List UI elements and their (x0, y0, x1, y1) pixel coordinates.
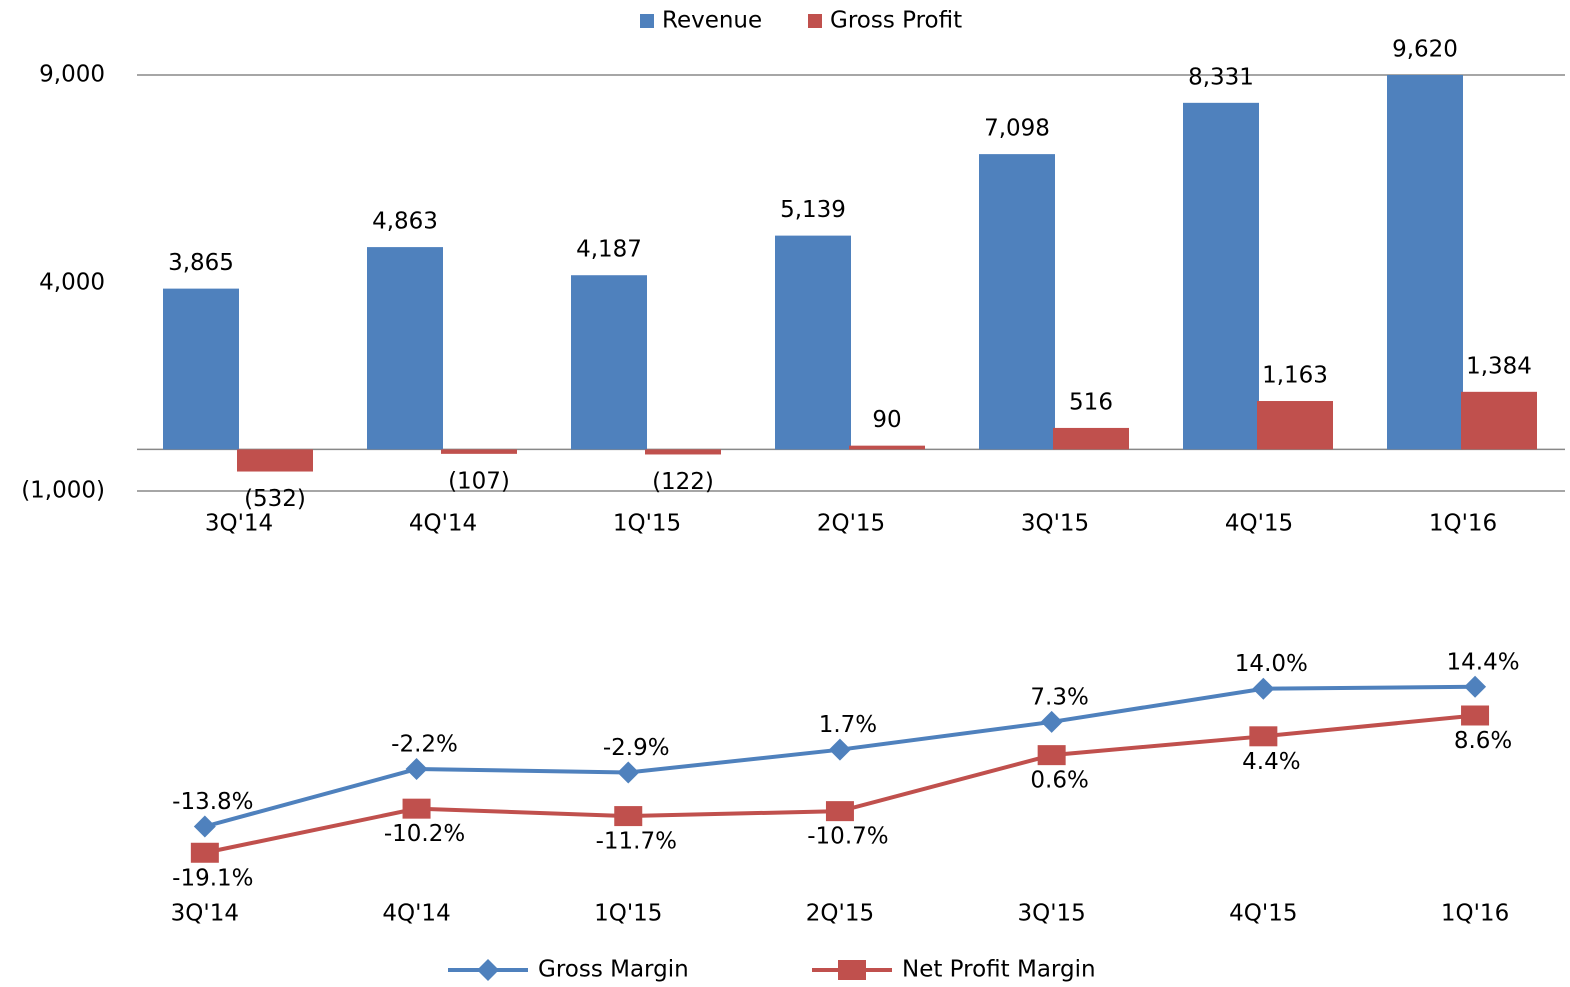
data-label: -11.7% (596, 829, 677, 855)
marker (1461, 705, 1490, 726)
bar (367, 247, 443, 450)
legend-swatch (808, 14, 822, 28)
data-label: 14.0% (1235, 651, 1308, 677)
bar (1183, 102, 1259, 450)
bar (441, 449, 517, 454)
data-label: 4.4% (1242, 749, 1300, 775)
data-label: (532) (244, 486, 306, 512)
x-tick-label: 1Q'16 (1441, 901, 1509, 927)
x-tick-label: 4Q'14 (382, 901, 450, 927)
marker (1464, 675, 1487, 698)
data-label: 7,098 (984, 116, 1050, 142)
plot-area (163, 75, 1537, 472)
bar (163, 288, 239, 450)
data-label: -19.1% (172, 865, 253, 891)
marker (617, 761, 640, 784)
bar (849, 445, 925, 450)
data-label: 3,865 (168, 250, 234, 276)
marker (828, 738, 851, 761)
bar (1257, 401, 1333, 450)
data-label: 8.6% (1454, 728, 1512, 754)
data-label: 1,384 (1466, 353, 1532, 379)
x-tick-label: 3Q'15 (1017, 901, 1085, 927)
marker (193, 815, 216, 838)
data-label: -10.7% (807, 824, 888, 850)
x-tick-label: 2Q'15 (817, 511, 885, 537)
x-tick-label: 1Q'16 (1429, 511, 1497, 537)
marker (1252, 677, 1275, 700)
legend-label: Net Profit Margin (902, 957, 1096, 983)
bar (775, 235, 851, 450)
marker (477, 959, 499, 981)
bar (237, 449, 313, 472)
marker (1037, 745, 1066, 766)
x-tick-label: 4Q'15 (1229, 901, 1297, 927)
data-label: 516 (1069, 389, 1113, 415)
marker (1249, 726, 1278, 747)
marker (825, 801, 854, 822)
x-tick-label: 2Q'15 (806, 901, 874, 927)
data-label: 1.7% (819, 712, 877, 738)
y-tick-label: (1,000) (21, 478, 105, 504)
x-tick-label: 1Q'15 (613, 511, 681, 537)
marker (402, 798, 431, 819)
data-label: (122) (652, 469, 714, 495)
bar (1053, 427, 1129, 450)
y-tick-label: 4,000 (39, 270, 105, 296)
data-label: 90 (872, 407, 901, 433)
data-label: (107) (448, 468, 510, 494)
data-label: 5,139 (780, 197, 846, 223)
x-tick-label: 4Q'14 (409, 511, 477, 537)
data-label: -13.8% (172, 789, 253, 815)
marker (614, 806, 643, 827)
x-tick-label: 3Q'15 (1021, 511, 1089, 537)
data-label: 4,863 (372, 209, 438, 235)
marker (1040, 710, 1063, 733)
x-tick-label: 4Q'15 (1225, 511, 1293, 537)
legend-label: Gross Margin (538, 957, 689, 983)
data-label: 0.6% (1030, 768, 1088, 794)
marker (405, 758, 428, 781)
x-tick-label: 3Q'14 (171, 901, 239, 927)
bar (571, 275, 647, 450)
data-label: 7.3% (1030, 684, 1088, 710)
data-label: -2.9% (603, 735, 670, 761)
data-label: -10.2% (384, 821, 465, 847)
data-label: 9,620 (1392, 37, 1458, 63)
y-tick-label: 9,000 (39, 62, 105, 88)
x-tick-label: 1Q'15 (594, 901, 662, 927)
data-label: 4,187 (576, 237, 642, 263)
data-label: -2.2% (391, 732, 458, 758)
bar (979, 154, 1055, 450)
bar (1387, 75, 1463, 450)
marker (838, 960, 866, 980)
x-tick-label: 3Q'14 (205, 511, 273, 537)
bar (1461, 391, 1537, 450)
marker (190, 842, 219, 863)
legend-label: Revenue (662, 8, 762, 34)
legend-swatch (640, 14, 654, 28)
bar (645, 449, 721, 455)
data-label: 8,331 (1188, 64, 1254, 90)
legend-label: Gross Profit (830, 8, 962, 34)
data-label: 1,163 (1262, 363, 1328, 389)
data-label: 14.4% (1447, 649, 1520, 675)
